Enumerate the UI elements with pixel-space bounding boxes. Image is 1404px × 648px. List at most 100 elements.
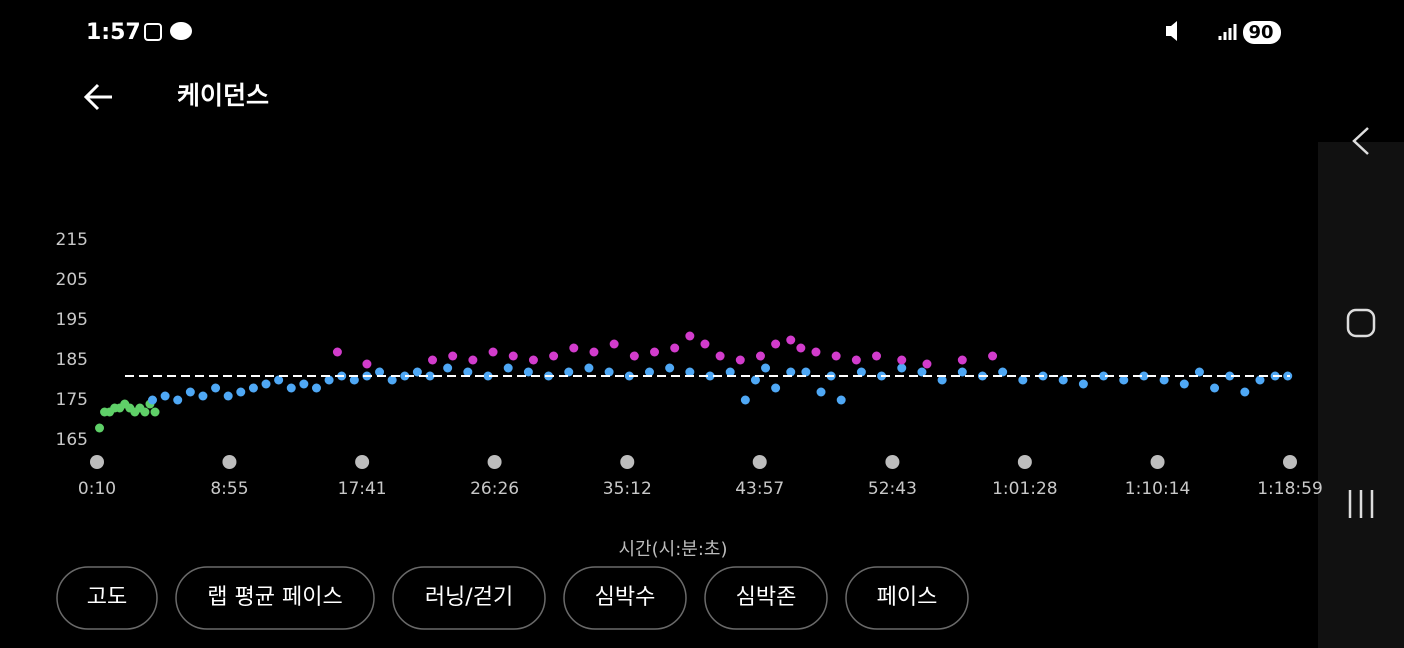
point (387, 375, 397, 385)
point (261, 379, 271, 389)
x-tick-dot (1150, 455, 1165, 469)
point (609, 339, 619, 349)
x-tick-label: 1:18:59 (1257, 479, 1323, 499)
point (564, 367, 574, 377)
point (1018, 375, 1028, 385)
point (508, 351, 518, 361)
x-tick-label: 26:26 (470, 479, 519, 499)
point (428, 355, 438, 365)
y-tick-label: 175 (56, 390, 88, 410)
point (584, 363, 594, 373)
point (425, 371, 435, 381)
battery-level: 90 (1248, 22, 1273, 43)
point (468, 355, 478, 365)
button-outline (704, 566, 828, 630)
point (448, 351, 458, 361)
nav-home[interactable] (1346, 308, 1376, 338)
point (937, 375, 947, 385)
point (670, 343, 680, 353)
point (400, 371, 410, 381)
filter-button[interactable]: 고도 (56, 566, 158, 630)
point (463, 367, 473, 377)
point (650, 347, 660, 357)
point (483, 371, 493, 381)
point (685, 331, 695, 341)
point (705, 371, 715, 381)
y-tick-label: 205 (56, 270, 88, 290)
point (1179, 379, 1189, 389)
x-tick-label: 8:55 (210, 479, 248, 499)
x-tick-label: 17:41 (338, 479, 387, 499)
y-tick-label: 195 (56, 310, 88, 330)
point (185, 387, 195, 397)
point (998, 367, 1008, 377)
point (644, 367, 654, 377)
point (1210, 383, 1220, 393)
point (872, 351, 882, 361)
filter-button[interactable]: 심박수 (563, 566, 687, 630)
filter-button[interactable]: 랩 평균 페이스 (175, 566, 375, 630)
button-label: 심박존 (736, 585, 797, 610)
point (569, 343, 579, 353)
status-icons (144, 21, 1281, 44)
point (700, 339, 710, 349)
x-tick-dot (1283, 455, 1297, 469)
point (917, 367, 927, 377)
point (1240, 387, 1250, 397)
filter-button[interactable]: 러닝/걷기 (392, 566, 546, 630)
point (771, 339, 781, 349)
point (1119, 375, 1129, 385)
point (831, 351, 841, 361)
point (1058, 375, 1068, 385)
button-label: 러닝/걷기 (425, 585, 513, 610)
x-tick-label: 35:12 (603, 479, 652, 499)
point (796, 343, 806, 353)
point (332, 347, 342, 357)
point (299, 379, 309, 389)
point (140, 407, 150, 417)
page-title: 케이던스 (177, 81, 269, 110)
x-tick-label: 43:57 (735, 479, 784, 499)
point (528, 355, 538, 365)
back-button[interactable] (83, 83, 112, 111)
button-row: 고도 랩 평균 페이스 러닝/걷기 심박수 심박존 페이스 (56, 566, 969, 630)
x-tick-dot (1017, 455, 1032, 469)
button-outline (392, 566, 546, 630)
nav-back[interactable] (1352, 127, 1369, 155)
point (349, 375, 359, 385)
point (957, 367, 967, 377)
nav-recents[interactable] (1348, 490, 1374, 518)
y-tick-label: 185 (56, 350, 88, 370)
x-tick-dot (752, 455, 767, 469)
point (755, 351, 765, 361)
point (988, 351, 998, 361)
filter-button[interactable]: 페이스 (845, 566, 969, 630)
point (715, 351, 725, 361)
point (286, 383, 296, 393)
point (1078, 379, 1088, 389)
point (211, 383, 221, 393)
chart: 165 175 185 195 205 215 0:10 8:55 17:41 26:26 35:1… (56, 230, 1323, 499)
point (311, 383, 321, 393)
point (856, 367, 866, 377)
x-tick-label: 1:01:28 (992, 479, 1058, 499)
point (816, 387, 826, 397)
point (665, 363, 675, 373)
point (503, 363, 513, 373)
button-label: 페이스 (877, 585, 938, 610)
point (362, 359, 372, 369)
point (523, 367, 533, 377)
point (223, 391, 233, 401)
point (957, 355, 967, 365)
point (922, 359, 932, 369)
point (589, 347, 599, 357)
point (1255, 375, 1265, 385)
button-outline (563, 566, 687, 630)
x-tick-dot (222, 455, 237, 469)
nav-bar (1318, 142, 1404, 648)
button-outline (175, 566, 375, 630)
filter-button[interactable]: 심박존 (704, 566, 828, 630)
point (786, 367, 796, 377)
point (1159, 375, 1169, 385)
